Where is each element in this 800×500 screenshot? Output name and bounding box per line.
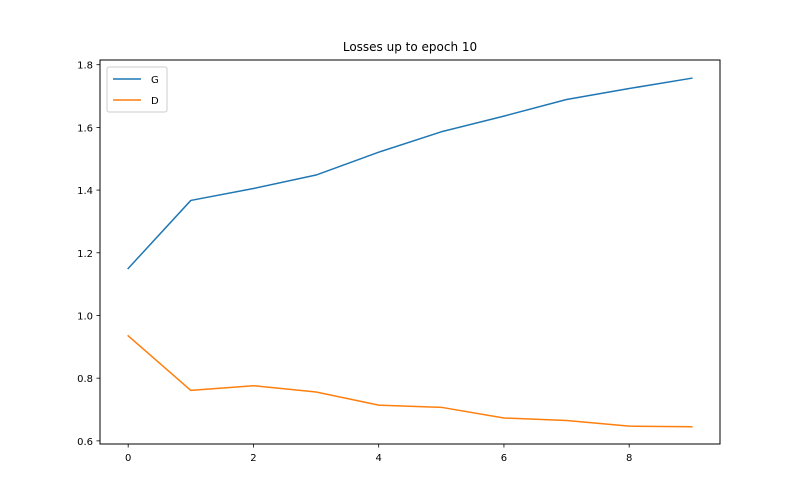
y-tick-label: 1.8 <box>77 61 93 72</box>
plot-area <box>127 77 693 428</box>
legend-label-g: G <box>151 75 159 86</box>
y-axis: 0.6 0.8 1.0 1.2 1.4 1.6 1.8 <box>77 61 100 448</box>
y-tick-label: 1.0 <box>77 311 93 322</box>
series-line-d <box>127 334 693 428</box>
legend-label-d: D <box>151 96 159 107</box>
x-tick-label: 8 <box>626 453 632 464</box>
y-tick-label: 1.6 <box>77 123 93 134</box>
x-axis: 0 2 4 6 8 <box>125 444 632 464</box>
chart-title: Losses up to epoch 10 <box>343 40 477 54</box>
y-tick-label: 1.4 <box>77 186 93 197</box>
x-tick-label: 4 <box>375 453 381 464</box>
x-tick-label: 6 <box>501 453 507 464</box>
legend: GD <box>106 66 168 113</box>
x-tick-label: 0 <box>125 453 131 464</box>
y-tick-label: 0.8 <box>77 374 93 385</box>
y-tick-label: 1.2 <box>77 249 93 260</box>
x-tick-label: 2 <box>250 453 256 464</box>
y-tick-label: 0.6 <box>77 437 93 448</box>
axes-frame <box>99 59 721 445</box>
series-line-g <box>127 77 693 270</box>
